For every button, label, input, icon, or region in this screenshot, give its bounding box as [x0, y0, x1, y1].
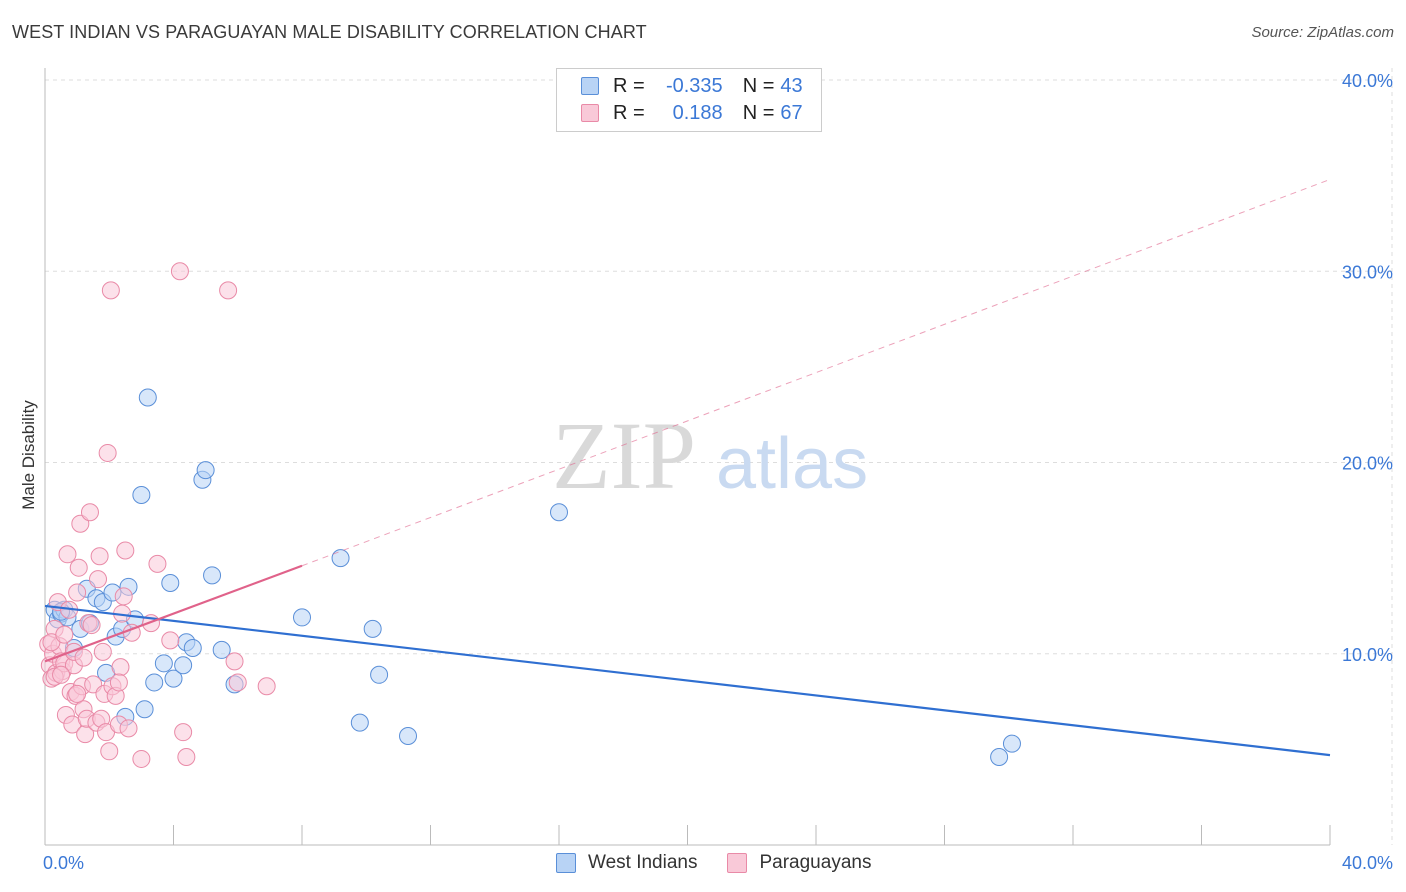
r-value: 0.188: [672, 101, 723, 124]
paraguayans-point: [82, 616, 101, 635]
west-indians-trendline: [44, 604, 1331, 757]
y-tick-label: 20.0%: [1342, 454, 1393, 474]
paraguayans-point: [58, 545, 77, 564]
paraguayans-point: [174, 723, 193, 742]
west-indians-point: [154, 654, 173, 673]
legend-label: Paraguayans: [759, 852, 872, 873]
pink-swatch-icon: [581, 104, 599, 122]
source-label: Source: ZipAtlas.com: [1251, 24, 1394, 41]
tick-labels: 10.0% 20.0% 30.0% 40.0% 0.0% 40.0%: [43, 71, 1393, 873]
y-tick-label: 40.0%: [1342, 71, 1393, 91]
legend-row-west-indians: R = -0.335 N = 43: [581, 73, 803, 99]
trendlines: [44, 178, 1331, 757]
paraguayans-point: [80, 503, 99, 522]
grid-lines: [45, 68, 1393, 845]
legend-item-west-indians: West Indians: [556, 852, 697, 874]
west-indians-point: [183, 639, 202, 658]
paraguayans-point: [111, 658, 130, 677]
west-indians-point: [331, 549, 350, 568]
west-indians-point: [370, 665, 389, 684]
paraguayans-point: [90, 547, 109, 566]
blue-swatch-icon: [556, 853, 576, 873]
axes: [44, 68, 1331, 846]
series-legend: West Indians Paraguayans: [556, 852, 901, 874]
chart-title: WEST INDIAN VS PARAGUAYAN MALE DISABILIT…: [12, 22, 647, 42]
r-label: R =: [613, 74, 645, 97]
west-indians-point: [212, 640, 231, 659]
west-indians-point: [203, 566, 222, 585]
n-value: 43: [780, 74, 803, 97]
legend-item-paraguayans: Paraguayans: [727, 852, 871, 874]
blue-swatch-icon: [581, 77, 599, 95]
paraguayans-point: [52, 665, 71, 684]
west-indians-point: [145, 673, 164, 692]
paraguayans-point: [177, 748, 196, 767]
paraguayans-point: [228, 673, 247, 692]
watermark-atlas: atlas: [716, 424, 868, 504]
west-indians-point: [550, 503, 568, 522]
watermark-zip: ZIP: [552, 402, 696, 509]
paraguayans-point: [119, 719, 138, 738]
west-indians-point: [161, 573, 180, 592]
paraguayans-point: [74, 648, 93, 667]
r-value: -0.335: [665, 74, 723, 97]
n-label: N =: [742, 101, 775, 124]
west-indians-point: [132, 486, 151, 505]
watermark: ZIP atlas: [552, 402, 868, 509]
west-indians-point: [135, 700, 154, 719]
n-label: N =: [742, 74, 775, 97]
paraguayans-point: [55, 625, 74, 644]
legend-row-paraguayans: R = 0.188 N = 67: [581, 100, 803, 126]
west-indians-point: [138, 388, 157, 407]
x-tick-label: 40.0%: [1342, 853, 1393, 873]
paraguayans-point: [170, 262, 189, 281]
paraguayans-point: [148, 554, 167, 573]
paraguayans-point: [101, 281, 120, 300]
correlation-legend: R = -0.335 N = 43 R = 0.188 N = 67: [556, 68, 822, 132]
west-indians-point: [350, 713, 369, 732]
paraguayans-point: [100, 742, 119, 761]
paraguayans-point: [161, 631, 180, 650]
paraguayans-point: [68, 583, 87, 602]
y-axis-label: Male Disability: [19, 400, 38, 510]
west-indians-point: [1002, 734, 1021, 753]
west-indians-point: [990, 748, 1009, 767]
paraguayans-point: [68, 684, 87, 703]
paraguayans-trendline-extension: [301, 178, 1331, 567]
west-indians-point: [174, 656, 193, 675]
west-indians-point: [164, 669, 183, 688]
paraguayans-point: [93, 642, 112, 661]
paraguayans-point: [98, 443, 117, 462]
west-indians-point: [399, 726, 418, 745]
paraguayans-point: [132, 749, 151, 768]
paraguayans-point: [69, 558, 88, 577]
paraguayans-point: [114, 587, 133, 606]
west-indians-point: [196, 461, 215, 480]
west-indians-point: [363, 619, 382, 638]
paraguayans-point: [257, 677, 276, 696]
legend-label: West Indians: [588, 852, 698, 873]
paraguayans-point: [225, 652, 244, 671]
paraguayans-point: [109, 673, 128, 692]
x-tick-label: 0.0%: [43, 853, 84, 873]
paraguayans-point: [219, 281, 238, 300]
n-value: 67: [780, 101, 803, 124]
paraguayans-trendline: [44, 564, 303, 663]
paraguayans-point: [116, 541, 135, 560]
y-tick-label: 30.0%: [1342, 262, 1393, 282]
west-indians-point: [293, 608, 311, 627]
pink-swatch-icon: [727, 853, 748, 873]
paraguayans-point: [71, 514, 90, 533]
paraguayans-point: [89, 570, 108, 589]
y-tick-label: 10.0%: [1342, 645, 1393, 665]
r-label: R =: [613, 101, 645, 124]
data-points: [39, 262, 1021, 768]
